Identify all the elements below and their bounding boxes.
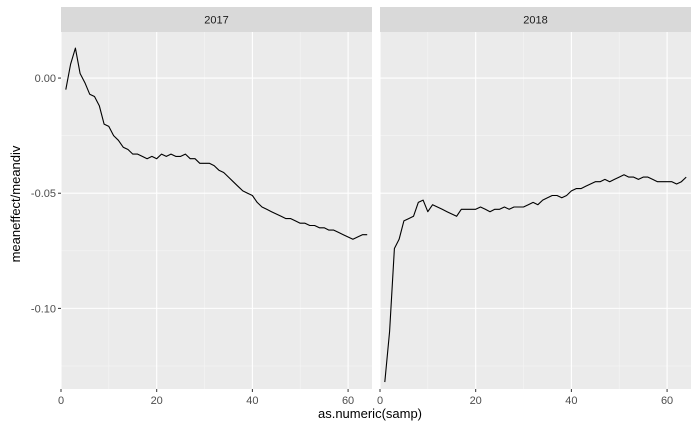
y-tick-label: -0.10 bbox=[31, 303, 56, 315]
series-line-2018 bbox=[384, 174, 687, 383]
x-axis-title: as.numeric(samp) bbox=[318, 406, 422, 421]
facet-panel-2017: 2017 0 20 40 60 bbox=[58, 7, 372, 407]
x-tick-label: 40 bbox=[565, 395, 577, 407]
x-tick-label: 20 bbox=[151, 395, 163, 407]
x-tick-label: 20 bbox=[470, 395, 482, 407]
facet-strip-label: 2017 bbox=[204, 15, 228, 27]
x-tick-label: 0 bbox=[377, 395, 383, 407]
x-tick-label: 60 bbox=[661, 395, 673, 407]
panel-background bbox=[380, 32, 691, 389]
x-tick-label: 40 bbox=[246, 395, 258, 407]
x-tick-label: 0 bbox=[58, 395, 64, 407]
facet-strip-bg bbox=[61, 7, 372, 32]
series-line-2017 bbox=[65, 47, 368, 240]
panels-layer: 2017 0 20 40 60 2018 0 20 40 60 bbox=[58, 7, 691, 407]
y-tick-label: 0.00 bbox=[35, 73, 56, 85]
y-tick-label: -0.05 bbox=[31, 188, 56, 200]
panel-background bbox=[61, 32, 372, 389]
x-tick-label: 60 bbox=[342, 395, 354, 407]
facet-strip-label: 2018 bbox=[523, 15, 547, 27]
y-axis-title: meaneffect/meandiv bbox=[8, 145, 23, 262]
facet-strip-bg bbox=[380, 7, 691, 32]
facet-panel-2018: 2018 0 20 40 60 bbox=[377, 7, 691, 407]
y-axis: 0.00 -0.05 -0.10 bbox=[31, 73, 61, 315]
